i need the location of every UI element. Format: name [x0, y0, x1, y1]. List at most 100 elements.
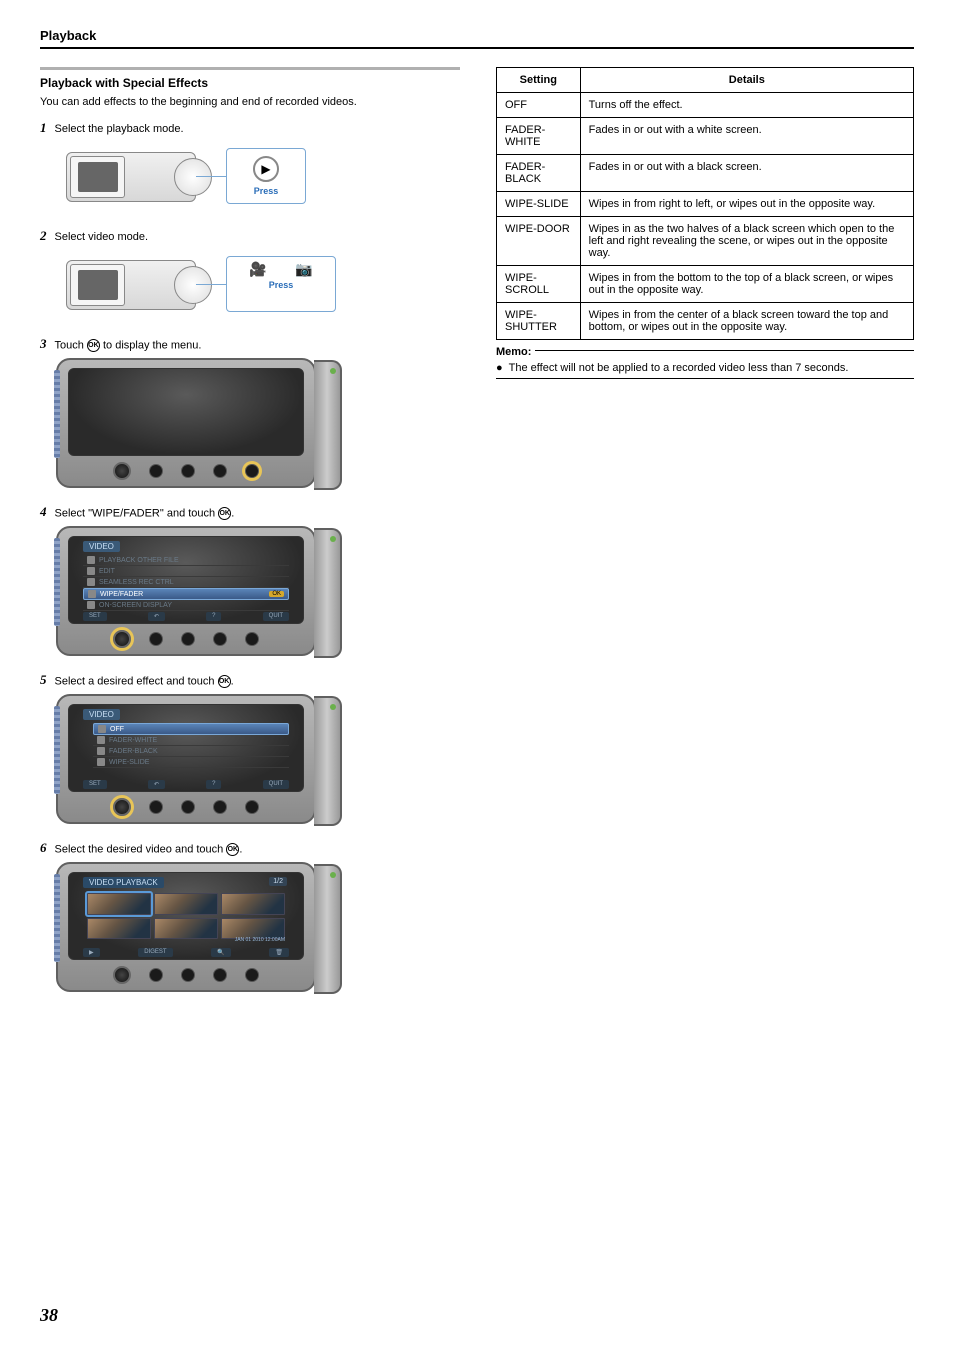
- menu-item-label: ON-SCREEN DISPLAY: [99, 602, 172, 609]
- table-row: FADER-WHITEFades in or out with a white …: [497, 118, 914, 155]
- step-number: 2: [40, 228, 47, 244]
- video-thumbnail: [87, 918, 151, 940]
- menu-ok-badge: OK: [269, 591, 284, 597]
- step-3: 3 Touch OK to display the menu.: [40, 336, 460, 488]
- table-row: WIPE-SCROLLWipes in from the bottom to t…: [497, 266, 914, 303]
- setting-details: Wipes in as the two halves of a black sc…: [580, 217, 913, 266]
- left-column: Playback with Special Effects You can ad…: [40, 67, 460, 1008]
- nav-button: [213, 464, 227, 478]
- nav-button: [181, 800, 195, 814]
- menu-item-icon: [98, 725, 106, 733]
- menu-header: VIDEO: [83, 709, 120, 720]
- setting-name: WIPE-SLIDE: [497, 192, 581, 217]
- menu-quit: QUIT: [263, 612, 289, 621]
- video-thumbnail: [87, 893, 151, 915]
- menu-item: FADER-BLACK: [93, 746, 289, 757]
- menu-help: ?: [206, 612, 221, 621]
- mode-callout: 🎥 📷 Press: [226, 256, 336, 312]
- setting-name: OFF: [497, 93, 581, 118]
- nav-button: [181, 632, 195, 646]
- menu-help: ?: [206, 780, 221, 789]
- nav-button: [149, 464, 163, 478]
- table-row: FADER-BLACKFades in or out with a black …: [497, 155, 914, 192]
- step-6: 6 Select the desired video and touch OK.…: [40, 840, 460, 992]
- ok-icon: OK: [218, 507, 231, 520]
- page-header: Playback: [40, 28, 914, 49]
- video-mode-icon: 🎥: [249, 261, 266, 278]
- setting-name: FADER-WHITE: [497, 118, 581, 155]
- menu-item: WIPE/FADEROK: [83, 588, 289, 600]
- camcorder-playback-grid: VIDEO PLAYBACK 1/2 JAN 01 2010 12:00AM: [56, 862, 316, 992]
- step-text-before: Select a desired effect and touch: [55, 675, 218, 687]
- menu-item: ON-SCREEN DISPLAY: [83, 600, 289, 611]
- menu-item-label: FADER-WHITE: [109, 737, 157, 744]
- nav-button: [181, 968, 195, 982]
- ok-icon: OK: [87, 339, 100, 352]
- step-number: 3: [40, 336, 47, 352]
- step-text: Select the playback mode.: [55, 123, 184, 135]
- setting-name: WIPE-SHUTTER: [497, 303, 581, 340]
- table-row: WIPE-SLIDEWipes in from right to left, o…: [497, 192, 914, 217]
- menu-search: 🔍: [211, 948, 230, 957]
- section-intro: You can add effects to the beginning and…: [40, 96, 460, 108]
- settings-table: Setting Details OFFTurns off the effect.…: [496, 67, 914, 340]
- press-label: Press: [227, 280, 335, 290]
- menu-set: SET: [83, 612, 107, 621]
- menu-back: ↶: [148, 780, 165, 789]
- step-number: 1: [40, 120, 47, 136]
- nav-button: [181, 464, 195, 478]
- page-number: 38: [40, 1305, 58, 1326]
- menu-nav-button: [245, 464, 259, 478]
- table-row: OFFTurns off the effect.: [497, 93, 914, 118]
- menu-item: WIPE-SLIDE: [93, 757, 289, 768]
- menu-play: ▶: [83, 948, 100, 957]
- setting-details: Fades in or out with a white screen.: [580, 118, 913, 155]
- table-row: WIPE-DOORWipes in as the two halves of a…: [497, 217, 914, 266]
- setting-details: Wipes in from the center of a black scre…: [580, 303, 913, 340]
- nav-button: [149, 632, 163, 646]
- menu-item-label: PLAYBACK OTHER FILE: [99, 557, 179, 564]
- camcorder-illustration: ▶ Press: [56, 142, 306, 212]
- thumbnail-grid: [87, 893, 285, 939]
- menu-item-icon: [87, 567, 95, 575]
- nav-button: [213, 800, 227, 814]
- setting-name: WIPE-SCROLL: [497, 266, 581, 303]
- press-label: Press: [254, 186, 279, 196]
- setting-name: WIPE-DOOR: [497, 217, 581, 266]
- menu-header: VIDEO PLAYBACK: [83, 877, 164, 888]
- play-button-callout: ▶ Press: [226, 148, 306, 204]
- menu-item-label: WIPE-SLIDE: [109, 759, 149, 766]
- menu-nav-button: [245, 800, 259, 814]
- step-number: 6: [40, 840, 47, 856]
- menu-nav-button: [245, 968, 259, 982]
- ok-nav-button: [113, 630, 131, 648]
- camcorder-menu-effects: VIDEO OFFFADER-WHITEFADER-BLACKWIPE-SLID…: [56, 694, 316, 824]
- step-text-before: Select "WIPE/FADER" and touch: [55, 507, 219, 519]
- step-text-after: .: [231, 675, 234, 687]
- menu-nav-button: [245, 632, 259, 646]
- ok-nav-button: [113, 966, 131, 984]
- menu-item-icon: [97, 747, 105, 755]
- table-header-details: Details: [580, 68, 913, 93]
- step-1: 1 Select the playback mode. ▶ Press: [40, 120, 460, 212]
- play-icon: ▶: [253, 156, 279, 182]
- menu-item-label: SEAMLESS REC CTRL: [99, 579, 174, 586]
- step-number: 4: [40, 504, 47, 520]
- setting-details: Wipes in from the bottom to the top of a…: [580, 266, 913, 303]
- menu-quit: QUIT: [263, 780, 289, 789]
- menu-item-icon: [87, 601, 95, 609]
- step-text: Select video mode.: [55, 231, 149, 243]
- step-text-after: to display the menu.: [100, 339, 202, 351]
- menu-item-label: EDIT: [99, 568, 115, 575]
- step-text-after: .: [239, 843, 242, 855]
- ok-nav-button: [113, 462, 131, 480]
- menu-set: SET: [83, 780, 107, 789]
- menu-item-icon: [87, 556, 95, 564]
- ok-icon: OK: [226, 843, 239, 856]
- section-title: Playback with Special Effects: [40, 76, 460, 90]
- step-2: 2 Select video mode. 🎥 📷 Press: [40, 228, 460, 320]
- ok-icon: OK: [218, 675, 231, 688]
- step-text-before: Touch: [55, 339, 87, 351]
- nav-button: [213, 632, 227, 646]
- camcorder-screen-blank: [56, 358, 316, 488]
